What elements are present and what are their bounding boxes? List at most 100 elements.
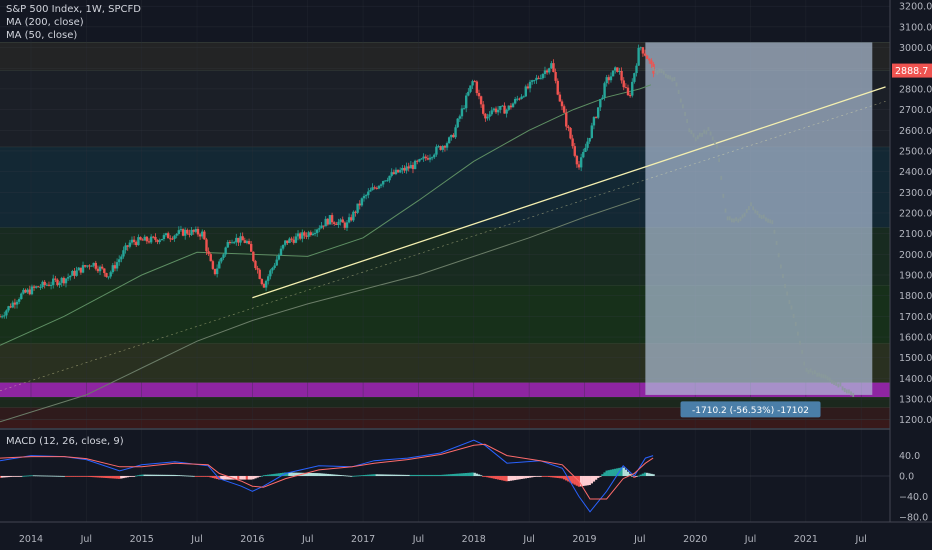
macd-histogram-bar-271 xyxy=(575,476,579,486)
macd-histogram-bar-194 xyxy=(411,474,415,476)
candle-body-245 xyxy=(520,96,523,100)
macd-histogram-bar-259 xyxy=(550,476,553,478)
macd-histogram-bar-68 xyxy=(143,474,146,476)
macd-histogram-bar-25 xyxy=(52,475,55,477)
candle-body-294 xyxy=(624,87,628,89)
legend-ma50[interactable]: MA (50, close) xyxy=(6,30,78,41)
legend-ma200[interactable]: MA (200, close) xyxy=(6,17,84,28)
macd-histogram-bar-168 xyxy=(356,475,359,477)
candle-body-155 xyxy=(328,215,332,225)
candle-body-146 xyxy=(309,232,313,236)
projection-mark-76 xyxy=(813,370,816,375)
macd-histogram-bar-1 xyxy=(0,476,4,478)
candle-body-148 xyxy=(313,232,317,234)
macd-histogram-bar-150 xyxy=(318,473,321,476)
candle-body-202 xyxy=(428,157,432,160)
macd-histogram-bar-300 xyxy=(637,475,640,477)
macd-histogram-bar-224 xyxy=(475,473,479,476)
candle-body-233 xyxy=(494,108,498,113)
candle-body-165 xyxy=(350,217,353,221)
price-tick-label-5: 1700.0 xyxy=(899,312,932,323)
candle-body-173 xyxy=(367,191,370,196)
macd-histogram-bar-294 xyxy=(624,469,628,476)
candle-body-188 xyxy=(399,170,402,173)
legend-title[interactable]: S&P 500 Index, 1W, SPCFD xyxy=(6,4,141,15)
projection-mark-33 xyxy=(722,193,725,198)
candle-body-112 xyxy=(237,237,240,243)
macd-histogram-bar-18 xyxy=(37,475,40,477)
candle-body-124 xyxy=(262,284,266,288)
macd-histogram-bar-284 xyxy=(603,472,606,476)
macd-histogram-bar-214 xyxy=(454,473,457,476)
candle-body-238 xyxy=(505,109,508,114)
macd-histogram-bar-62 xyxy=(130,476,134,477)
legend-macd[interactable]: MACD (12, 26, close, 9) xyxy=(6,436,124,447)
macd-histogram-bar-17 xyxy=(34,475,38,477)
candle-body-274 xyxy=(582,151,585,158)
candle-body-221 xyxy=(469,85,472,92)
projection-mark-81 xyxy=(824,374,827,379)
candle-body-272 xyxy=(577,164,581,168)
time-tick-label-14: 2021 xyxy=(794,534,818,545)
macd-histogram-bar-90 xyxy=(190,475,193,477)
macd-histogram-bar-79 xyxy=(166,474,170,476)
candle-body-243 xyxy=(516,98,519,100)
candle-body-257 xyxy=(545,70,549,73)
projection-mark-10 xyxy=(673,77,676,82)
macd-histogram-bar-226 xyxy=(479,475,483,477)
macd-histogram-bar-69 xyxy=(145,474,149,476)
macd-histogram-bar-55 xyxy=(115,476,119,479)
candle-body-18 xyxy=(37,286,40,288)
macd-histogram-bar-172 xyxy=(364,474,368,476)
macd-histogram-bar-190 xyxy=(403,474,406,476)
price-band-1 xyxy=(0,407,890,420)
candle-body-204 xyxy=(433,154,436,158)
macd-histogram-bar-161 xyxy=(341,475,344,477)
macd-histogram-bar-211 xyxy=(447,474,451,476)
candle-body-156 xyxy=(330,215,334,223)
macd-histogram-bar-160 xyxy=(339,475,342,476)
macd-histogram-bar-34 xyxy=(71,476,74,477)
macd-histogram-bar-128 xyxy=(271,474,274,476)
candle-body-152 xyxy=(322,225,325,227)
candle-body-151 xyxy=(320,225,323,229)
candle-body-168 xyxy=(356,203,359,213)
macd-histogram-bar-44 xyxy=(92,476,95,478)
price-tick-label-3: 1500.0 xyxy=(899,353,932,364)
candle-body-65 xyxy=(137,237,140,246)
macd-histogram-bar-5 xyxy=(9,476,12,477)
candle-body-49 xyxy=(103,268,106,274)
candle-body-25 xyxy=(52,278,55,285)
macd-histogram-bar-138 xyxy=(292,472,295,476)
candle-body-143 xyxy=(303,232,306,236)
projection-mark-52 xyxy=(762,214,765,219)
ma200-line xyxy=(0,198,640,423)
candle-body-145 xyxy=(307,232,310,237)
projection-mark-48 xyxy=(754,209,757,214)
macd-histogram-bar-275 xyxy=(584,476,587,486)
projection-mark-86 xyxy=(835,381,838,386)
projection-mark-79 xyxy=(820,373,823,378)
candle-body-240 xyxy=(509,105,513,108)
macd-histogram-bar-57 xyxy=(120,476,123,479)
macd-histogram-bar-196 xyxy=(416,474,419,476)
price-band-0 xyxy=(0,419,890,428)
candle-body-223 xyxy=(473,81,476,83)
candle-body-78 xyxy=(164,233,168,236)
candle-body-67 xyxy=(141,239,144,241)
macd-histogram-bar-306 xyxy=(650,473,653,476)
candle-body-205 xyxy=(435,146,438,155)
candle-body-89 xyxy=(188,233,191,235)
candle-body-116 xyxy=(245,241,249,243)
candle-body-255 xyxy=(541,73,545,79)
candle-body-12 xyxy=(24,289,27,293)
candle-body-105 xyxy=(222,254,225,258)
macd-histogram-bar-164 xyxy=(347,475,351,477)
candle-body-22 xyxy=(45,284,49,286)
projection-mark-20 xyxy=(694,137,697,142)
candle-body-87 xyxy=(184,229,187,236)
projection-mark-70 xyxy=(801,349,804,354)
projection-mark-88 xyxy=(839,382,842,387)
macd-histogram-bar-263 xyxy=(558,476,562,479)
